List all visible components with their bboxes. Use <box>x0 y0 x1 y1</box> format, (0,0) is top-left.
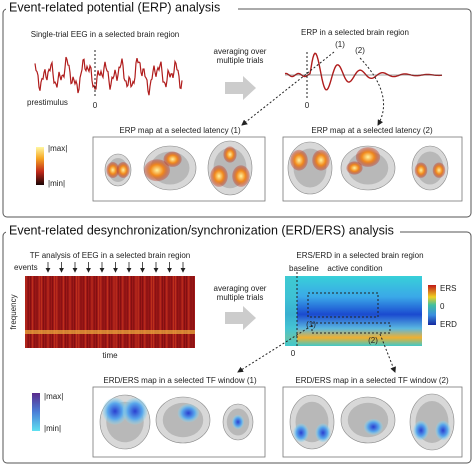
activation <box>223 146 237 163</box>
activation <box>432 162 446 178</box>
activation <box>413 420 429 441</box>
peak-label: (1) <box>335 40 345 49</box>
colorbar <box>32 393 40 431</box>
zero-label: 0 <box>93 101 98 110</box>
activation <box>293 423 309 443</box>
activation <box>435 420 451 441</box>
activation <box>232 414 244 430</box>
baseline-label: baseline <box>289 264 319 273</box>
tf-map <box>285 276 422 346</box>
activation <box>290 149 308 171</box>
averaging-label: multiple trials <box>217 293 264 302</box>
colorbar-min: |min| <box>44 424 61 433</box>
activation <box>312 149 330 171</box>
activation <box>116 162 130 178</box>
trace-label: Single-trial EEG in a selected brain reg… <box>31 30 180 39</box>
pointer <box>237 327 309 373</box>
window-label: (1) <box>306 320 316 329</box>
averaging-label: multiple trials <box>217 56 264 65</box>
events-label: events <box>14 263 38 272</box>
pointer <box>241 51 335 126</box>
tf-window <box>307 292 379 318</box>
zero-label: 0 <box>305 101 310 110</box>
brain-images <box>104 140 449 196</box>
activation <box>355 147 381 167</box>
arrow <box>225 306 256 330</box>
tf-band <box>25 330 195 334</box>
activation <box>177 403 200 423</box>
activation <box>144 159 170 182</box>
activation <box>102 397 128 425</box>
colorbar-middle: 0 <box>440 302 445 311</box>
ers-label: ERS/ERD in a selected brain region <box>296 251 423 260</box>
colorbar-bottom: ERD <box>440 320 457 329</box>
activation <box>210 165 228 187</box>
activation <box>163 151 182 167</box>
colorbar-max: |max| <box>48 144 67 153</box>
colorbar-max: |max| <box>44 392 63 401</box>
colorbar <box>428 285 436 325</box>
map-label: ERD/ERS map in a selected TF window (1) <box>103 376 257 385</box>
activation <box>122 397 148 425</box>
panel-title: Event-related potential (ERP) analysis <box>9 0 220 14</box>
tf-label: TF analysis of EEG in a selected brain r… <box>30 251 191 260</box>
tf-texture <box>25 276 195 348</box>
colorbar-top: ERS <box>440 284 456 293</box>
activation <box>346 161 363 175</box>
panel-title: Event-related desynchronization/synchron… <box>9 223 394 237</box>
title-bg <box>6 1 238 16</box>
map-label: ERP map at a selected latency (2) <box>311 126 433 135</box>
pointer <box>379 333 396 373</box>
peak-label: (2) <box>355 46 365 55</box>
activation <box>315 423 331 443</box>
eeg-trace <box>34 56 183 96</box>
averaging-label: averaging over <box>214 284 267 293</box>
activation <box>414 162 428 178</box>
activation <box>106 162 120 178</box>
prestimulus-label: prestimulus <box>27 98 68 107</box>
colorbar <box>36 147 44 185</box>
baseline-region <box>285 276 297 346</box>
averaging-label: averaging over <box>214 47 267 56</box>
pointer <box>359 57 385 126</box>
map-label: ERP map at a selected latency (1) <box>119 126 241 135</box>
map-label: ERD/ERS map in a selected TF window (2) <box>295 376 449 385</box>
event-arrows <box>45 262 186 273</box>
active-label: active condition <box>327 264 382 273</box>
zero-label: 0 <box>291 349 296 358</box>
x-axis-label: time <box>102 351 118 360</box>
activation <box>232 165 250 187</box>
erp-trace <box>284 52 443 91</box>
colorbar-min: |min| <box>48 179 65 188</box>
arrow <box>225 76 256 100</box>
window-label: (2) <box>368 336 378 345</box>
title-bg <box>6 224 400 239</box>
trace-label: ERP in a selected brain region <box>301 28 409 37</box>
brain-images <box>99 393 455 451</box>
activation <box>363 418 383 435</box>
y-axis-label: frequency <box>9 294 18 329</box>
